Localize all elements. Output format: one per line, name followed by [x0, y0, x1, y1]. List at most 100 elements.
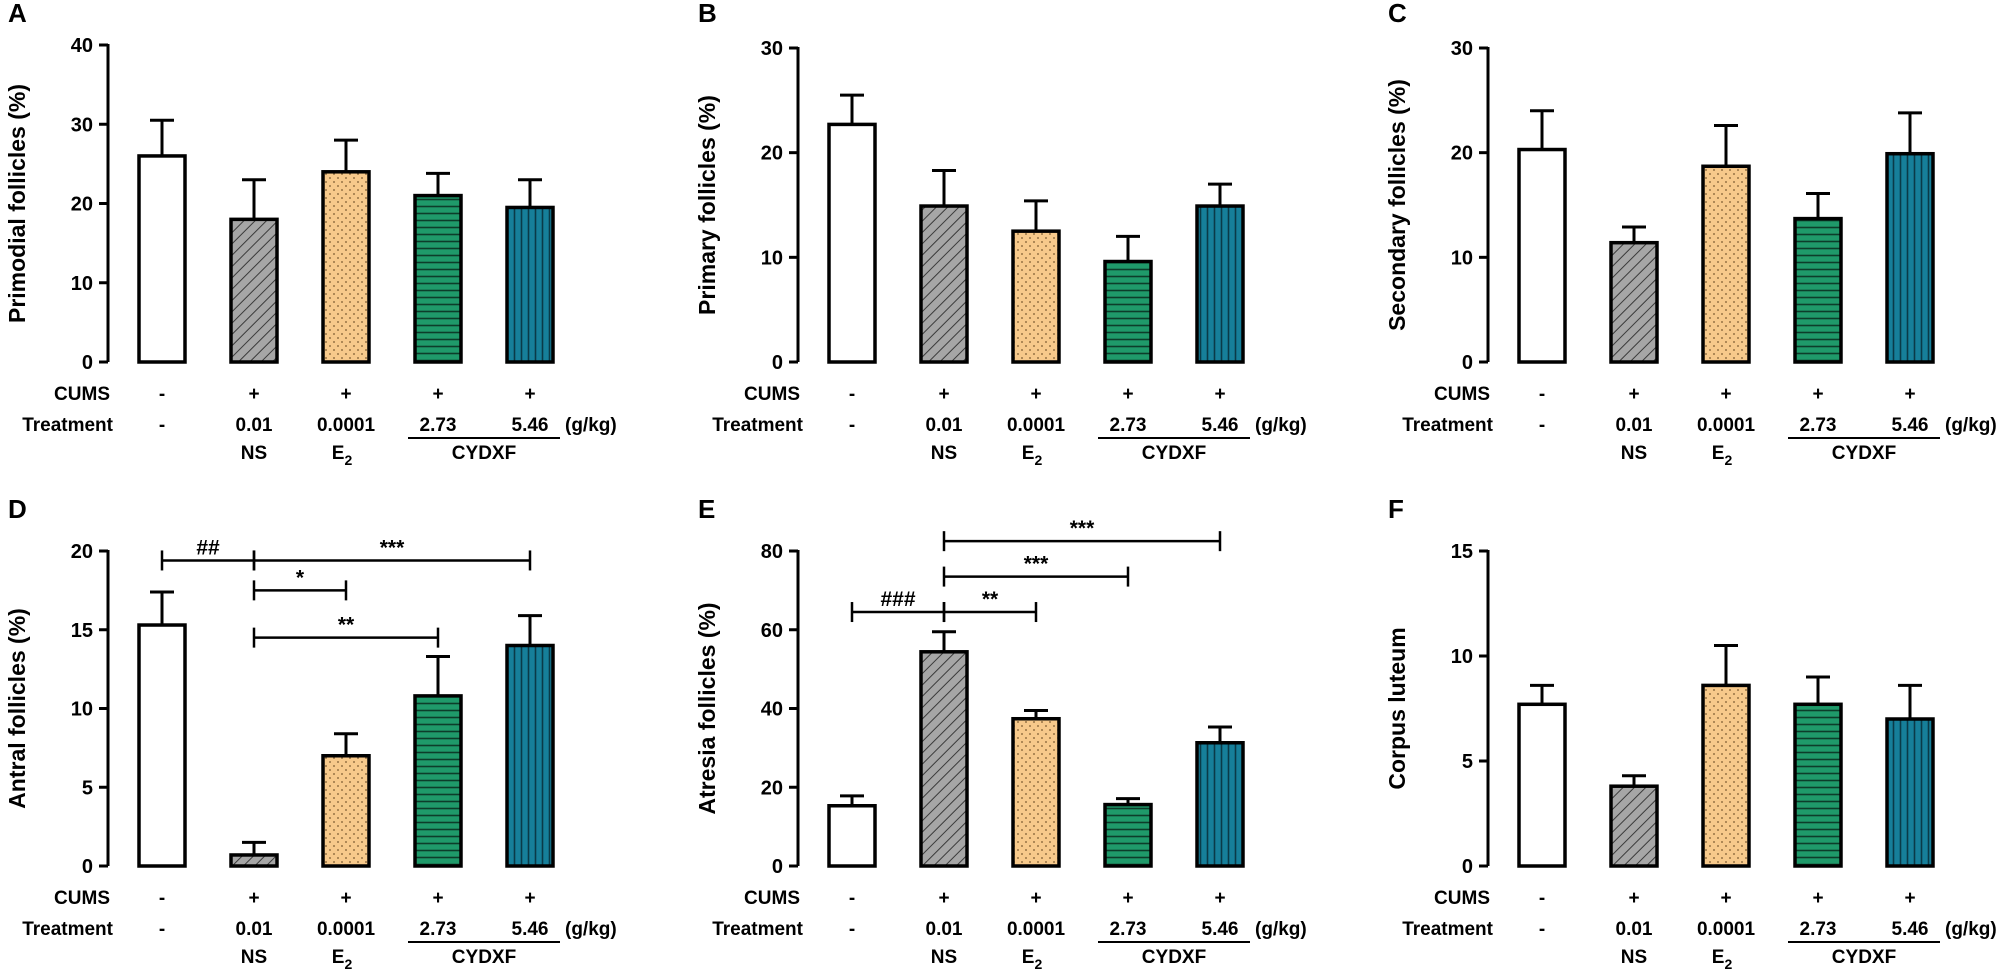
- y-axis-title: Secondary follicles (%): [1384, 79, 1410, 331]
- bar-5: [1195, 741, 1245, 868]
- chart-panel-b: B Primary follicles (%) 0 10 20 30 CUMS Treatme…: [694, 0, 1307, 468]
- group-label-ns: NS: [241, 443, 267, 464]
- treatment-value: 0.0001: [317, 919, 376, 940]
- cums-label: CUMS: [1434, 888, 1490, 909]
- y-tick-label: 10: [71, 699, 93, 721]
- treatment-value: 0.0001: [317, 415, 376, 436]
- significance-bracket: *: [252, 566, 348, 601]
- bar-2: [919, 650, 969, 868]
- bar-5: [505, 205, 555, 364]
- treatment-value: 2.73: [1800, 919, 1837, 940]
- significance-bracket: **: [942, 588, 1038, 623]
- treatment-value: 0.0001: [1697, 919, 1756, 940]
- cums-value: -: [849, 888, 855, 909]
- treatment-value: -: [849, 919, 855, 940]
- treatment-value: -: [849, 415, 855, 436]
- cums-value: +: [1812, 384, 1823, 405]
- significance-bracket: ***: [252, 536, 532, 571]
- treatment-label: Treatment: [22, 415, 113, 436]
- treatment-value: 5.46: [1202, 919, 1239, 940]
- y-axis-title: Primary follicles (%): [694, 95, 720, 315]
- significance-label: **: [982, 588, 999, 611]
- bar-1: [137, 154, 187, 364]
- chart-panel-c: C Secondary follicles (%) 0 10 20 30 CUMS Treat…: [1384, 0, 1997, 468]
- cums-value: +: [1812, 888, 1823, 909]
- cums-value: +: [938, 384, 949, 405]
- group-label-e2: E2: [1022, 443, 1043, 468]
- significance-label: *: [296, 566, 305, 589]
- y-tick-label: 10: [1451, 646, 1473, 668]
- cums-value: +: [1628, 888, 1639, 909]
- cums-value: +: [1214, 384, 1225, 405]
- group-label-cydxf: CYDXF: [1142, 947, 1206, 968]
- cums-value: +: [340, 384, 351, 405]
- cums-value: +: [248, 888, 259, 909]
- bar-5: [1885, 717, 1935, 868]
- significance-label: **: [338, 614, 355, 637]
- cums-value: -: [1539, 384, 1545, 405]
- cums-value: -: [159, 384, 165, 405]
- panel-letter-a: A: [8, 0, 27, 28]
- significance-label: ***: [1024, 553, 1049, 576]
- cums-value: +: [432, 384, 443, 405]
- y-tick-label: 0: [772, 352, 783, 374]
- y-tick-label: 0: [1462, 856, 1473, 878]
- treatment-value: 2.73: [1110, 919, 1147, 940]
- significance-bracket: ***: [942, 553, 1130, 587]
- bar-3: [1701, 683, 1751, 868]
- treatment-value: 5.46: [1892, 919, 1929, 940]
- bar-1: [827, 804, 877, 868]
- y-tick-label: 5: [82, 777, 93, 799]
- y-tick-label: 60: [761, 620, 783, 642]
- bar-4: [1103, 802, 1153, 868]
- treatment-value: 0.01: [236, 919, 273, 940]
- significance-label: ***: [1070, 517, 1095, 540]
- treatment-label: Treatment: [22, 919, 113, 940]
- y-tick-label: 80: [761, 541, 783, 563]
- bar-2: [1609, 784, 1659, 868]
- y-tick-label: 5: [1462, 751, 1473, 773]
- bar-4: [1793, 216, 1843, 364]
- cums-value: +: [432, 888, 443, 909]
- cums-value: +: [1214, 888, 1225, 909]
- chart-panel-f: F Corpus luteum 0 5 10 15 CUMS Treatment - + + + + - 0…: [1384, 494, 1997, 972]
- treatment-value: 5.46: [1202, 415, 1239, 436]
- group-label-cydxf: CYDXF: [1832, 443, 1896, 464]
- bar-2: [229, 217, 279, 364]
- unit-label: (g/kg): [565, 415, 617, 436]
- bar-5: [505, 643, 555, 868]
- y-tick-label: 20: [761, 143, 783, 165]
- cums-value: +: [1122, 384, 1133, 405]
- bar-3: [1011, 229, 1061, 364]
- cums-value: +: [1904, 888, 1915, 909]
- bar-3: [1011, 716, 1061, 868]
- y-tick-label: 30: [71, 114, 93, 136]
- group-label-e2: E2: [332, 947, 353, 971]
- treatment-value: 0.01: [926, 415, 963, 436]
- group-label-e2: E2: [1022, 947, 1043, 971]
- cums-value: -: [849, 384, 855, 405]
- bar-5: [1885, 151, 1935, 364]
- panel-letter-b: B: [698, 0, 717, 28]
- group-label-e2: E2: [332, 443, 353, 468]
- unit-label: (g/kg): [1945, 415, 1997, 436]
- significance-bracket: ##: [160, 536, 256, 571]
- treatment-value: -: [159, 919, 165, 940]
- treatment-value: 2.73: [420, 919, 457, 940]
- cums-label: CUMS: [54, 384, 110, 405]
- bar-1: [1517, 702, 1567, 868]
- bar-1: [827, 122, 877, 364]
- y-tick-label: 15: [1451, 541, 1473, 563]
- group-label-ns: NS: [931, 947, 957, 968]
- treatment-value: 2.73: [420, 415, 457, 436]
- panel-letter-f: F: [1388, 494, 1404, 524]
- significance-label: ##: [196, 536, 220, 559]
- unit-label: (g/kg): [1255, 415, 1307, 436]
- cums-label: CUMS: [54, 888, 110, 909]
- bar-4: [1793, 702, 1843, 868]
- group-label-ns: NS: [1621, 443, 1647, 464]
- treatment-value: -: [159, 415, 165, 436]
- y-tick-label: 20: [71, 541, 93, 563]
